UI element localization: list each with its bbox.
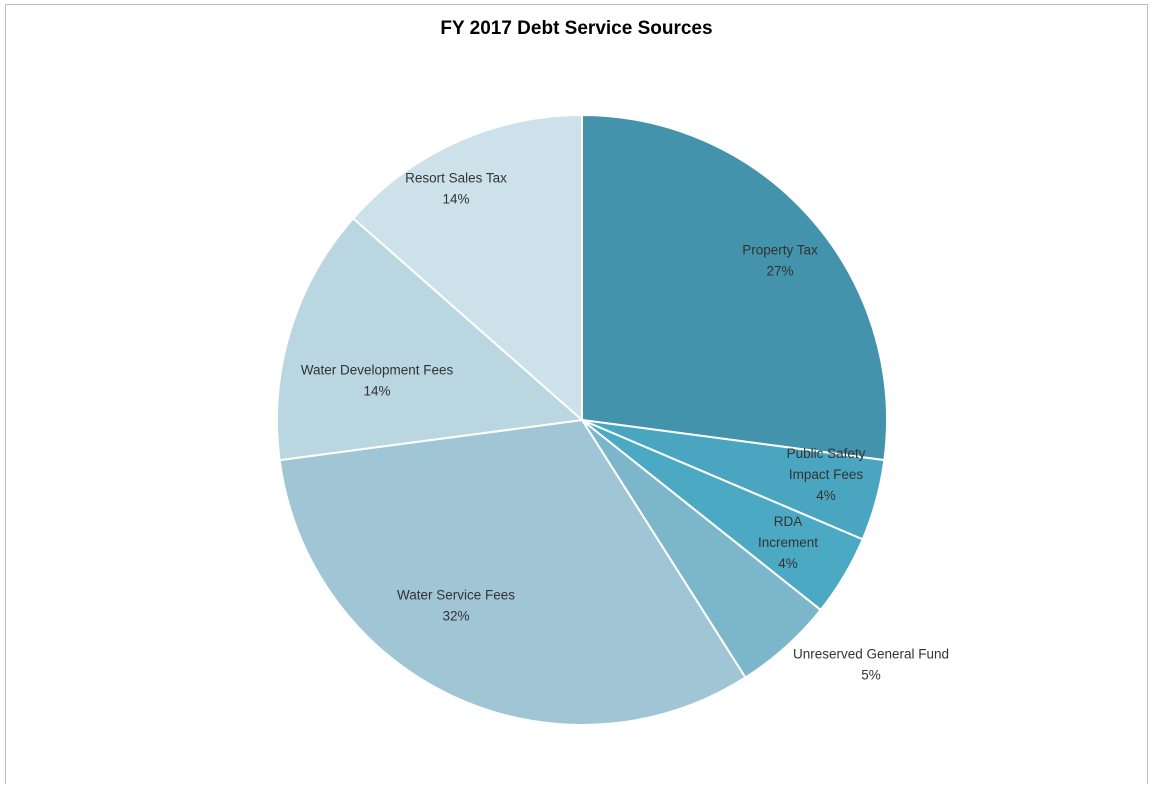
pie-slice-water-service-fees bbox=[278, 418, 747, 726]
slice-label-resort-sales-tax: Resort Sales Tax 14% bbox=[405, 171, 507, 207]
slice-label-property-tax: Property Tax 27% bbox=[742, 243, 818, 279]
slice-label-water-development-fees: Water Development Fees 14% bbox=[301, 363, 454, 399]
slice-label-water-service-fees: Water Service Fees 32% bbox=[397, 588, 515, 624]
slice-label-rda-increment: RDA Increment 4% bbox=[758, 514, 818, 571]
slice-label-unreserved-general-fund: Unreserved General Fund 5% bbox=[793, 647, 949, 683]
pie-slice-water-development-fees bbox=[276, 216, 585, 462]
pie-slice-property-tax bbox=[581, 113, 888, 462]
slice-label-public-safety-impact-fees: Public Safety Impact Fees 4% bbox=[787, 446, 866, 503]
pie-slice-resort-sales-tax bbox=[351, 113, 583, 423]
chart-title: FY 2017 Debt Service Sources bbox=[440, 18, 713, 39]
